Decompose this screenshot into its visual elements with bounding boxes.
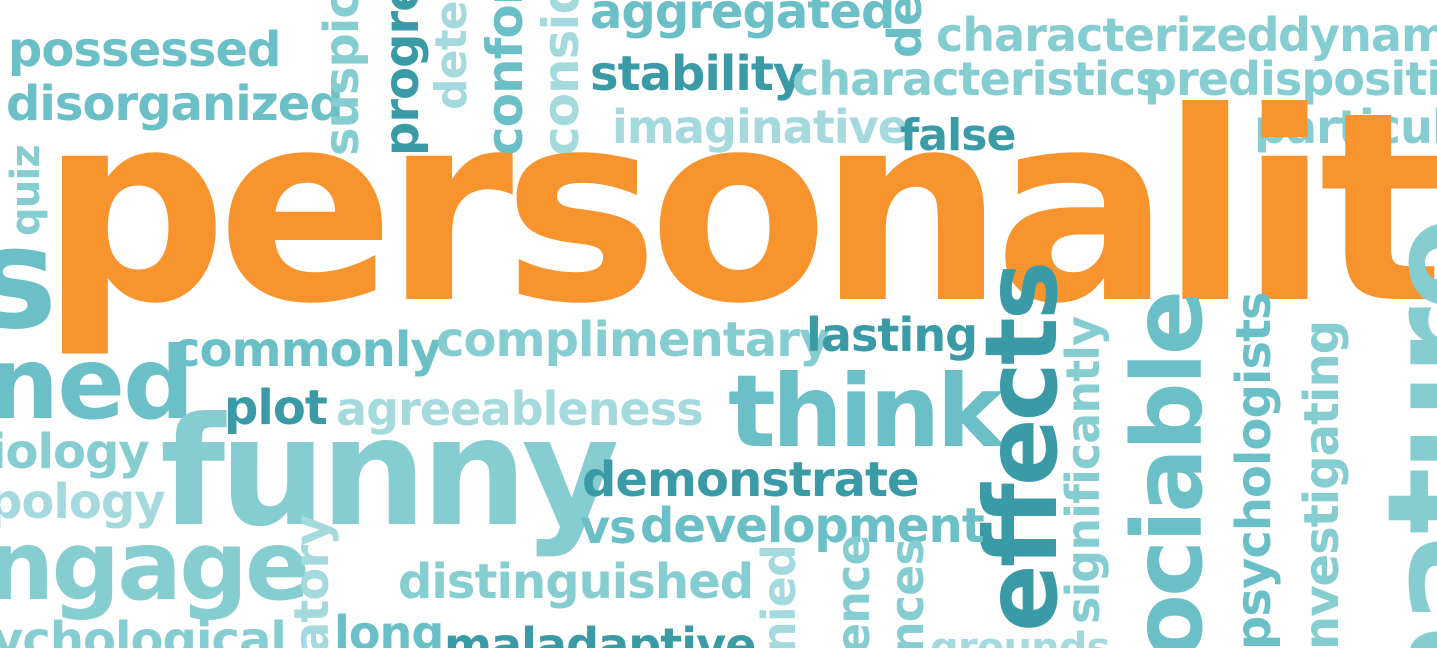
word-psychologists: psychologists	[1226, 292, 1282, 648]
word-plot: plot	[224, 380, 328, 436]
word-dynam: dynam	[1278, 8, 1437, 62]
word-nature: nature	[1358, 220, 1437, 648]
word-maladaptive: maladaptive	[444, 618, 756, 648]
word-ngage: ngage	[0, 510, 310, 622]
word-agreeableness: agreeableness	[336, 382, 704, 436]
word-pology: pology	[0, 474, 166, 530]
word-complimentary: complimentary	[436, 312, 830, 368]
word-development: development	[640, 498, 985, 554]
word-disorganized: disorganized	[6, 76, 344, 132]
word-de: de	[878, 0, 932, 58]
word-predispositi: predispositi	[1144, 52, 1437, 106]
word-distinguished: distinguished	[398, 554, 754, 610]
word-significantly: significantly	[1056, 316, 1110, 624]
word-ociable: ociable	[1112, 292, 1224, 648]
word-characterized: characterized	[936, 8, 1280, 62]
word-s-edge: s	[0, 198, 57, 361]
word-nces: nces	[880, 539, 934, 648]
word-iology: iology	[0, 424, 150, 480]
word-particul: particul	[1254, 100, 1437, 154]
word-aggregated: aggregated	[590, 0, 895, 40]
word-imaginative: imaginative	[612, 100, 909, 154]
word-lasting: lasting	[806, 308, 978, 362]
word-false: false	[900, 110, 1016, 161]
word-commonly: commonly	[172, 322, 442, 378]
word-atory: atory	[284, 515, 340, 648]
word-grounds: grounds	[930, 625, 1110, 648]
word-characteristics: characteristics	[792, 52, 1163, 106]
word-ned: ned	[0, 325, 195, 442]
word-demonstrate: demonstrate	[582, 452, 920, 508]
word-ychological: ychological	[0, 612, 287, 648]
word-long: long	[334, 606, 444, 648]
word-possessed: possessed	[8, 22, 281, 78]
word-personality: personality	[40, 56, 1437, 361]
word-nvestigating: nvestigating	[1294, 320, 1350, 648]
word-think: think	[728, 353, 1003, 470]
word-nied: nied	[752, 545, 806, 648]
word-vs: vs	[580, 500, 636, 554]
word-funny: funny	[160, 386, 619, 560]
word-stability: stability	[590, 46, 804, 102]
word-ence: ence	[826, 535, 880, 648]
